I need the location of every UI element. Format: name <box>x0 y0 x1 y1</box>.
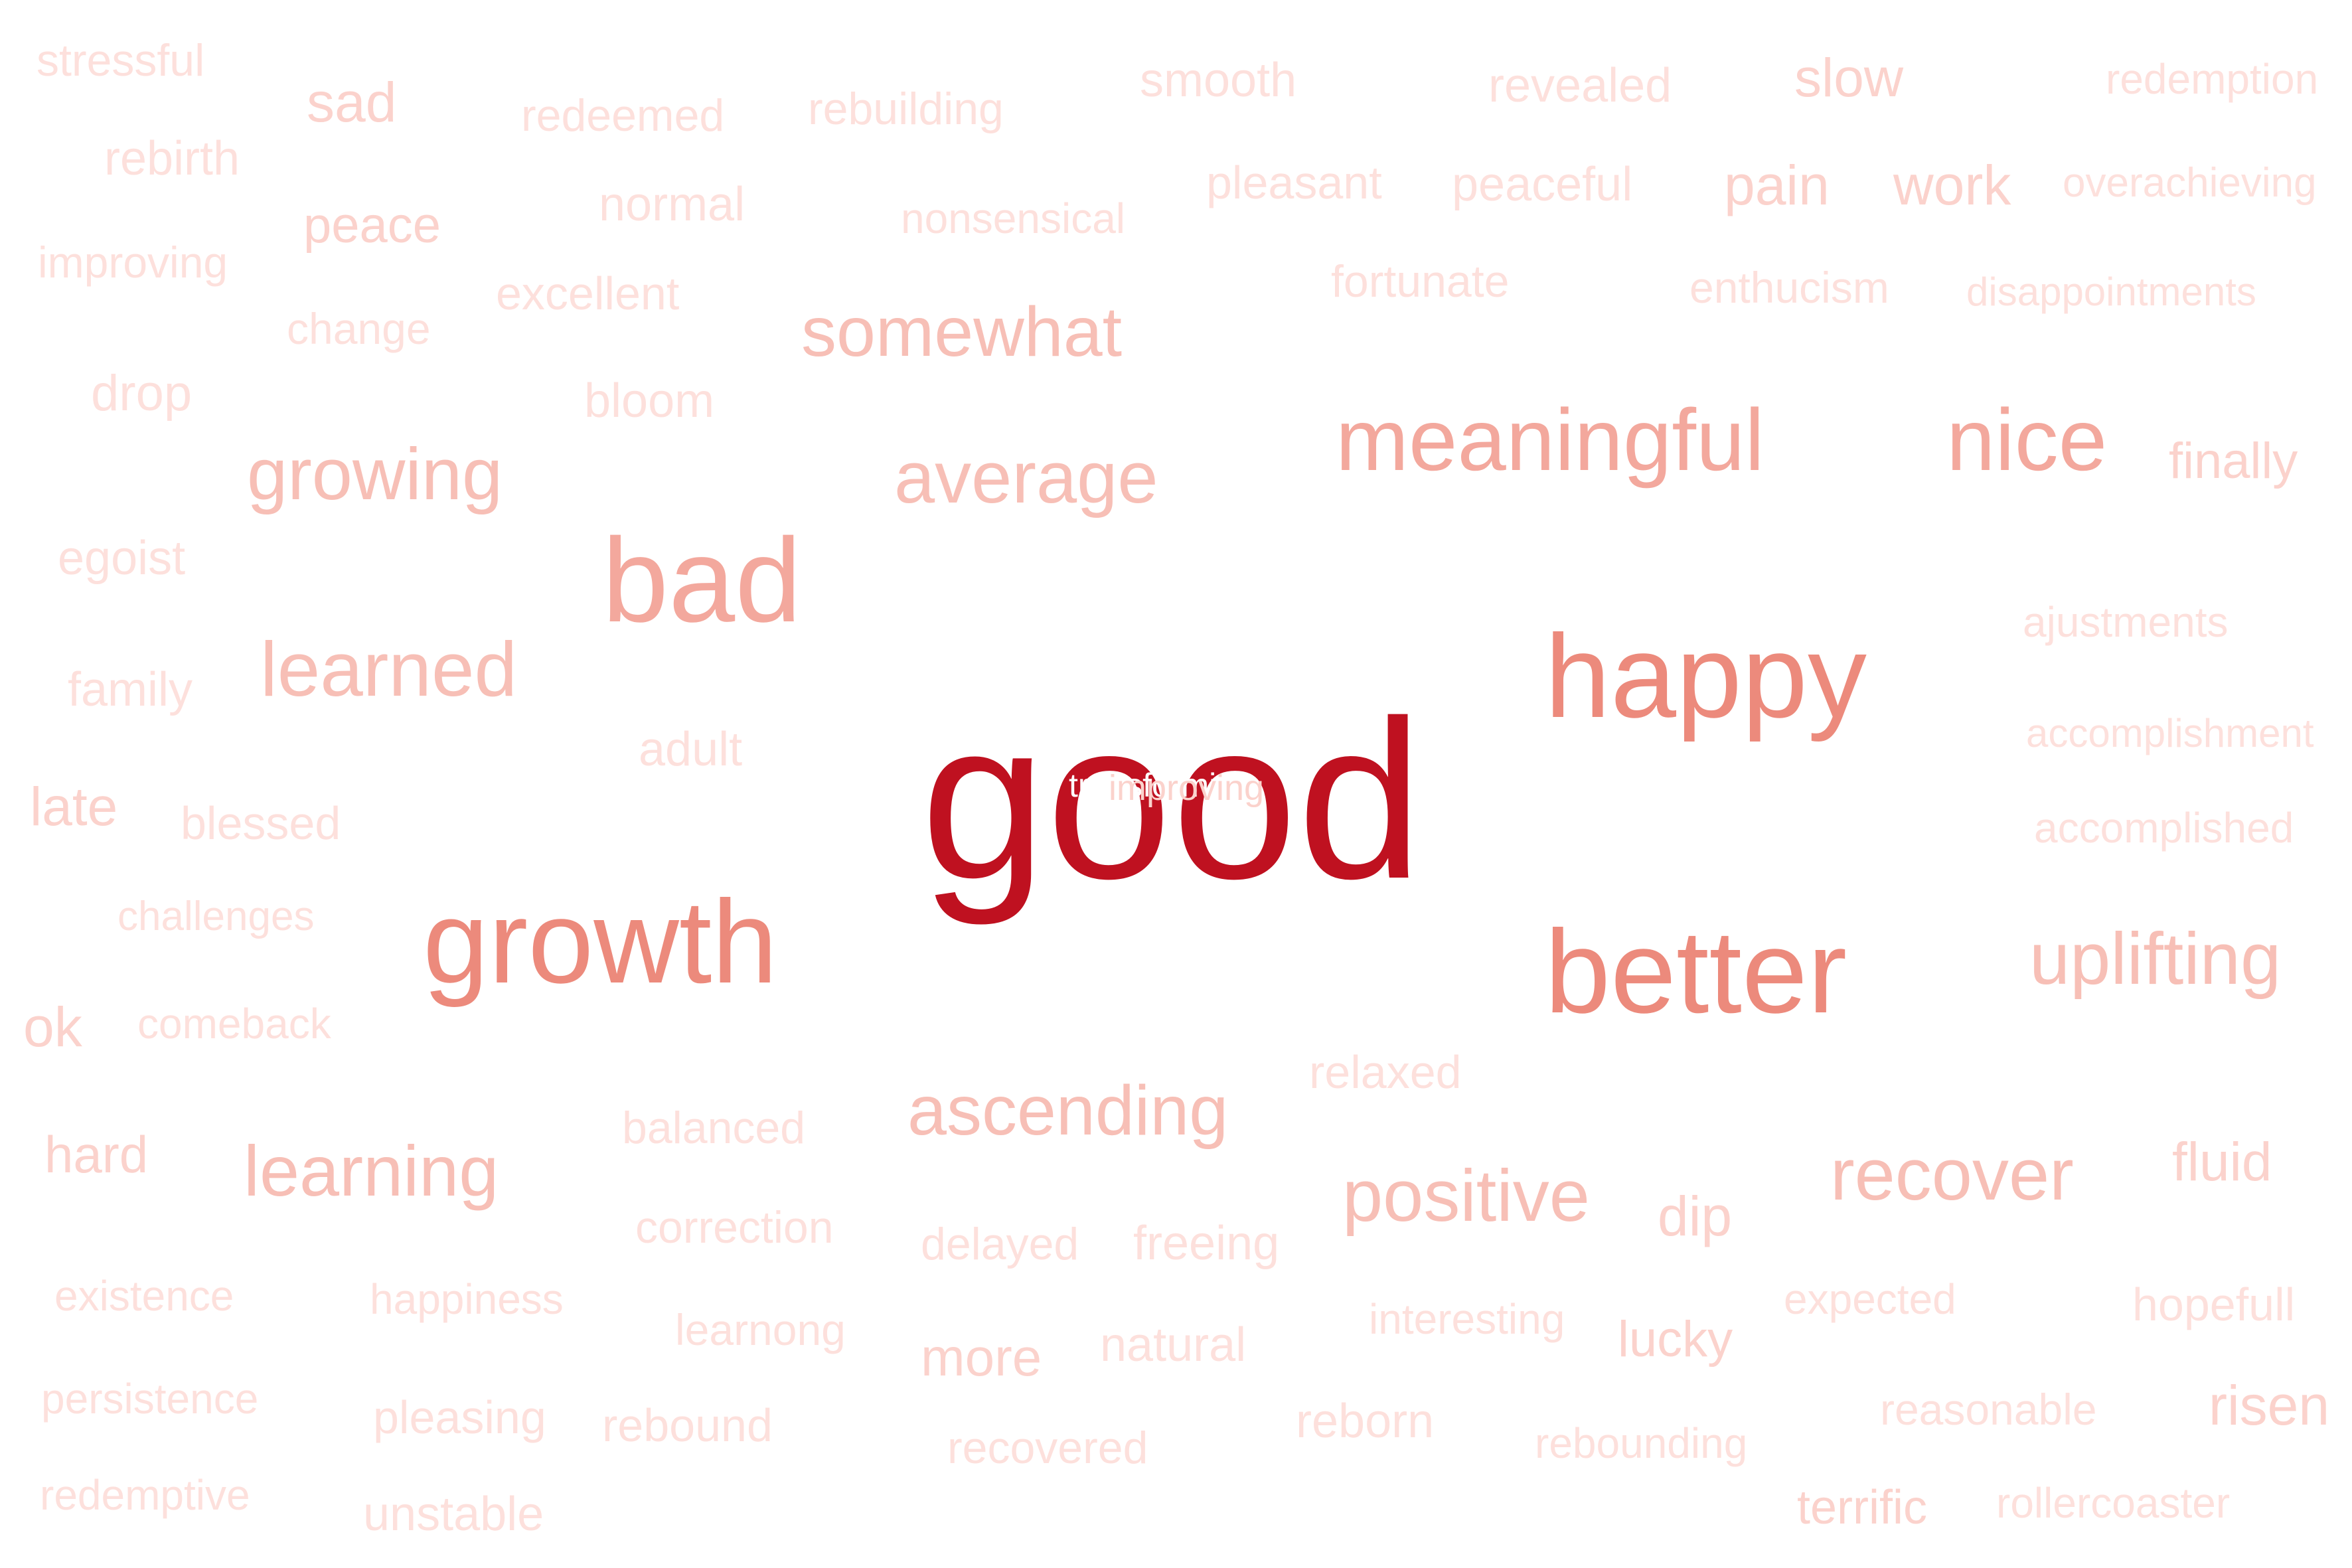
cloud-word: ok <box>23 996 82 1058</box>
cloud-word: risen <box>2209 1374 2330 1437</box>
cloud-word: more <box>921 1328 1042 1387</box>
cloud-word: drop <box>91 365 193 422</box>
cloud-word: peaceful <box>1452 158 1633 211</box>
cloud-word: pleasant <box>1206 157 1382 208</box>
cloud-word: improving <box>1109 768 1265 808</box>
cloud-word: nonsensical <box>901 195 1125 242</box>
cloud-word: unstable <box>363 1488 544 1541</box>
cloud-word: nice <box>1946 391 2108 489</box>
cloud-word: work <box>1893 154 2011 216</box>
cloud-word: reborn <box>1296 1395 1435 1448</box>
cloud-word: overachieving <box>2063 160 2317 206</box>
cloud-word: relaxed <box>1309 1046 1462 1098</box>
cloud-word: recover <box>1830 1134 2074 1215</box>
cloud-word: fortunate <box>1331 256 1510 307</box>
cloud-word: accomplished <box>2034 804 2294 852</box>
cloud-word: stressful <box>37 35 205 86</box>
cloud-word: revealed <box>1488 59 1672 112</box>
cloud-word: late <box>30 777 118 837</box>
cloud-word: pleasing <box>373 1391 546 1443</box>
cloud-word: growth <box>423 876 778 1008</box>
cloud-word: learning <box>244 1131 499 1211</box>
cloud-word: rebounding <box>1535 1419 1748 1467</box>
cloud-word: meaningful <box>1336 391 1764 489</box>
cloud-word: hard <box>44 1125 149 1184</box>
cloud-word: fluid <box>2172 1132 2272 1192</box>
cloud-word: happiness <box>370 1275 564 1323</box>
cloud-word: good <box>921 674 1423 926</box>
cloud-word: rebound <box>602 1399 773 1451</box>
cloud-word: lucky <box>1618 1311 1733 1368</box>
cloud-word: improving <box>38 238 228 287</box>
cloud-word: uplifting <box>2029 918 2282 1000</box>
cloud-word: rollercoaster <box>1996 1479 2231 1527</box>
cloud-word: natural <box>1100 1318 1247 1372</box>
cloud-word: ascending <box>907 1071 1229 1150</box>
cloud-word: pain <box>1724 154 1830 216</box>
cloud-word: somewhat <box>801 293 1123 371</box>
cloud-word: bloom <box>584 374 715 428</box>
cloud-word: sad <box>307 71 397 133</box>
cloud-word: positive <box>1342 1155 1590 1237</box>
cloud-word: change <box>287 304 431 353</box>
cloud-word: better <box>1545 905 1847 1038</box>
cloud-word: happy <box>1545 610 1867 742</box>
cloud-word: recovered <box>947 1423 1148 1473</box>
cloud-word: persistence <box>41 1375 259 1423</box>
cloud-word: existence <box>54 1272 234 1320</box>
cloud-word: redeemed <box>521 90 725 141</box>
cloud-word: peace <box>303 197 441 254</box>
cloud-word: reasonable <box>1880 1385 2097 1434</box>
cloud-word: learnong <box>675 1305 846 1354</box>
cloud-word: rebuilding <box>808 84 1004 134</box>
cloud-word: normal <box>599 178 745 231</box>
cloud-word: family <box>68 663 193 716</box>
cloud-word: correction <box>635 1202 834 1253</box>
cloud-word: terrific <box>1797 1481 1927 1534</box>
cloud-word: transforming <box>1069 767 1253 804</box>
cloud-word: disappointments <box>1966 270 2256 314</box>
cloud-word: rebirth <box>104 132 240 185</box>
cloud-word: hopefull <box>2132 1279 2296 1330</box>
cloud-word: smooth <box>1140 54 1297 107</box>
cloud-word: blessed <box>181 797 341 849</box>
cloud-word: enthucism <box>1689 263 1889 312</box>
cloud-word: accomplishment <box>2026 711 2314 755</box>
cloud-word: redemption <box>2106 55 2319 103</box>
cloud-word: ajustments <box>2023 598 2229 646</box>
cloud-word: redemptive <box>40 1471 250 1519</box>
cloud-word: freeing <box>1133 1217 1280 1270</box>
cloud-word: expected <box>1784 1275 1956 1323</box>
cloud-word: growing <box>247 433 503 515</box>
cloud-word: slow <box>1794 48 1904 108</box>
cloud-word: challenges <box>118 894 315 939</box>
cloud-word: average <box>894 437 1158 518</box>
cloud-word: finally <box>2169 433 2298 489</box>
cloud-word: dip <box>1658 1185 1733 1247</box>
cloud-word: learned <box>260 626 517 712</box>
cloud-word: egoist <box>58 532 186 585</box>
cloud-word: adult <box>639 723 743 776</box>
cloud-word: interesting <box>1369 1295 1565 1343</box>
cloud-word: delayed <box>921 1219 1079 1269</box>
cloud-word: comeback <box>137 1000 331 1048</box>
cloud-word: bad <box>602 514 802 647</box>
cloud-word: excellent <box>496 268 680 319</box>
cloud-word: balanced <box>622 1103 806 1153</box>
